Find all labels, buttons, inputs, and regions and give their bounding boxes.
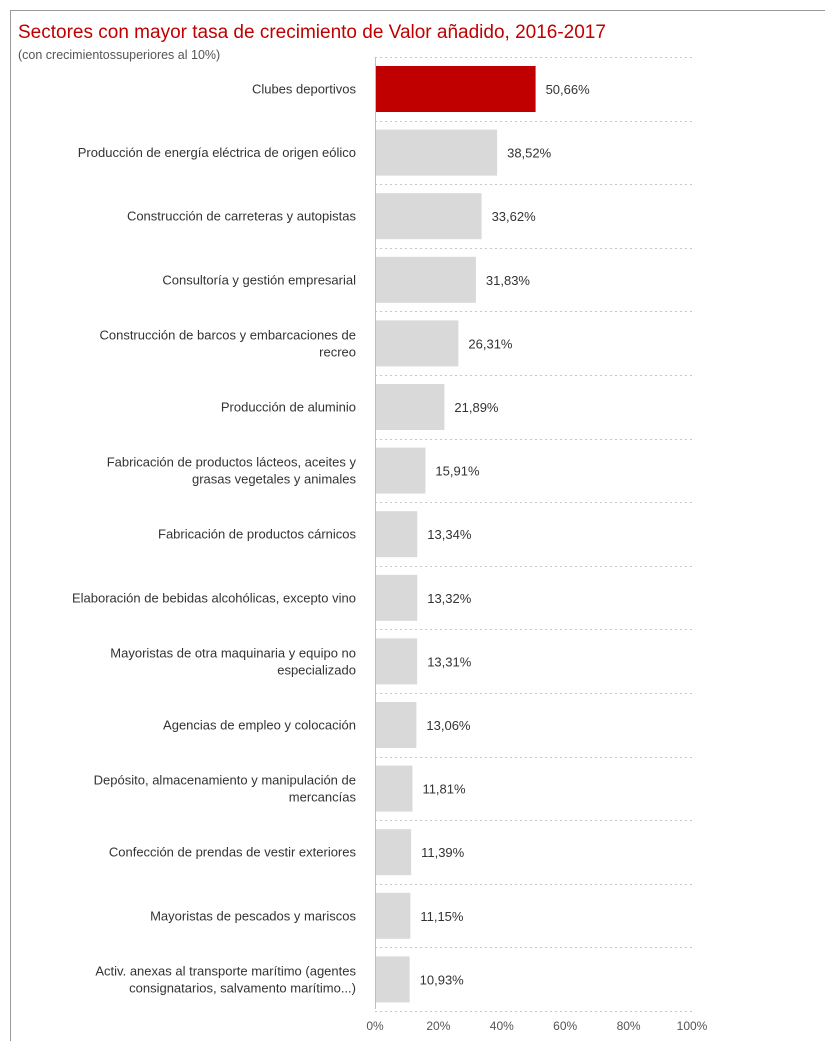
category-label: grasas vegetales y animales [192, 472, 357, 487]
bar [376, 447, 426, 494]
category-label: Producción de aluminio [221, 400, 356, 415]
value-label: 15,91% [435, 464, 480, 479]
value-label: 11,39% [421, 845, 465, 860]
category-label: Agencias de empleo y colocación [163, 718, 356, 733]
bar [376, 511, 418, 558]
bar [376, 956, 410, 1003]
value-label: 13,32% [427, 591, 472, 606]
x-tick-label: 100% [677, 1019, 708, 1033]
chart-title: Sectores con mayor tasa de crecimiento d… [18, 22, 606, 43]
bar [376, 765, 413, 812]
category-label: recreo [319, 344, 356, 359]
x-tick-label: 40% [490, 1019, 514, 1033]
category-label: Construcción de carreteras y autopistas [127, 209, 357, 224]
value-label: 38,52% [507, 146, 552, 161]
value-label: 11,15% [420, 909, 464, 924]
category-label: Activ. anexas al transporte marítimo (ag… [95, 963, 356, 978]
bar [376, 129, 498, 176]
value-label: 26,31% [468, 336, 513, 351]
bar [376, 702, 417, 748]
category-label: Confección de prendas de vestir exterior… [109, 845, 357, 860]
category-label: Producción de energía eléctrica de orige… [78, 145, 356, 160]
category-label: Fabricación de productos lácteos, aceite… [107, 455, 357, 470]
bar [376, 256, 476, 303]
value-label: 21,89% [454, 400, 499, 415]
category-label: especializado [277, 662, 356, 677]
value-label: 13,06% [426, 718, 471, 733]
value-label: 11,81% [422, 782, 466, 797]
bar [376, 193, 482, 240]
value-label: 50,66% [546, 82, 591, 97]
value-label: 10,93% [420, 972, 465, 987]
category-label: consignatarios, salvamento marítimo...) [129, 980, 356, 995]
chart-frame [10, 10, 825, 1041]
x-tick-label: 60% [553, 1019, 577, 1033]
category-label: Depósito, almacenamiento y manipulación … [94, 773, 356, 788]
bar [376, 829, 412, 876]
category-label: mercancías [289, 790, 357, 805]
bar [376, 892, 411, 939]
chart-subtitle: (con crecimientossuperiores al 10%) [18, 48, 221, 62]
bar [376, 320, 459, 367]
x-tick-label: 0% [366, 1019, 384, 1033]
x-tick-label: 20% [426, 1019, 450, 1033]
value-label: 31,83% [486, 273, 531, 288]
category-label: Mayoristas de pescados y mariscos [150, 908, 356, 923]
category-label: Mayoristas de otra maquinaria y equipo n… [110, 645, 356, 660]
category-label: Construcción de barcos y embarcaciones d… [99, 327, 356, 342]
value-label: 33,62% [492, 209, 537, 224]
category-label: Clubes deportivos [252, 82, 357, 97]
bar [376, 638, 418, 685]
bar [376, 66, 536, 112]
category-label: Fabricación de productos cárnicos [158, 527, 356, 542]
bar [376, 574, 418, 621]
value-label: 13,34% [427, 527, 472, 542]
x-tick-label: 80% [617, 1019, 641, 1033]
category-label: Consultoría y gestión empresarial [162, 272, 356, 287]
value-label: 13,31% [427, 654, 472, 669]
bar [376, 384, 445, 430]
category-label: Elaboración de bebidas alcohólicas, exce… [72, 590, 356, 605]
